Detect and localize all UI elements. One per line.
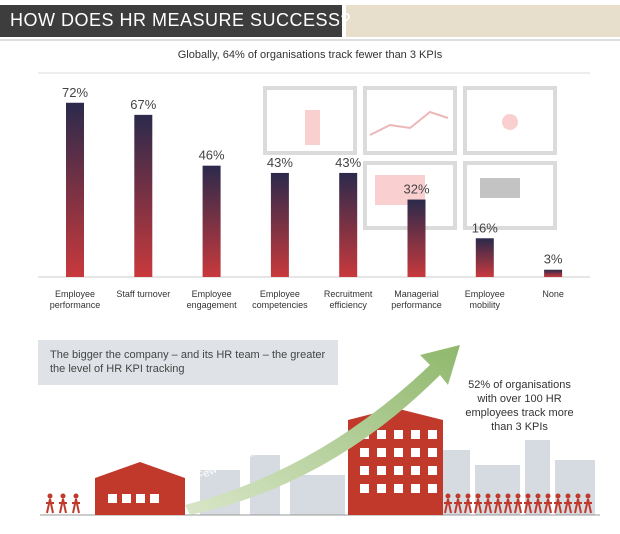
category-label: Employee mobility: [464, 289, 505, 310]
person: [475, 493, 481, 499]
growth-arrow: [185, 345, 460, 515]
stat: 52% of organisations with over 100 HR em…: [465, 379, 574, 433]
title: HOW DOES HR MEASURE SUCCESS?: [10, 10, 352, 30]
person: [544, 498, 552, 514]
person: [454, 498, 462, 514]
value-label: 67%: [130, 97, 156, 112]
person: [565, 493, 571, 499]
category-label: None: [542, 289, 564, 299]
subtitle: Globally, 64% of organisations track few…: [177, 49, 443, 61]
person: [465, 493, 471, 499]
person: [524, 498, 532, 514]
person: [545, 493, 551, 499]
people: [46, 493, 592, 514]
person: [73, 493, 79, 499]
person: [575, 493, 581, 499]
person: [564, 498, 572, 514]
person: [514, 498, 522, 514]
bar: [134, 114, 153, 277]
value-label: 43%: [335, 155, 361, 170]
person: [46, 498, 54, 514]
category-label: Employee competencies: [252, 289, 308, 310]
bar: [66, 102, 84, 277]
bar: [544, 269, 563, 277]
category-label: Managerial performance: [391, 289, 442, 310]
person: [60, 493, 66, 499]
category-label: Staff turnover: [116, 289, 171, 299]
value-label: 43%: [267, 155, 293, 170]
person: [535, 493, 541, 499]
value-label: 46%: [199, 148, 225, 163]
person: [555, 493, 561, 499]
person: [455, 493, 461, 499]
person: [515, 493, 521, 499]
person: [485, 493, 491, 499]
bar: [270, 172, 289, 277]
callout-box: [38, 340, 338, 385]
value-label: 32%: [403, 182, 429, 197]
person: [444, 498, 452, 514]
person: [525, 493, 531, 499]
bar: [475, 238, 494, 277]
category-label: Employee performance: [49, 289, 101, 310]
person: [585, 493, 591, 499]
person: [47, 493, 53, 499]
value-label: 3%: [544, 252, 563, 267]
small-building: [95, 462, 185, 515]
person: [495, 493, 501, 499]
person: [474, 498, 482, 514]
person: [484, 498, 492, 514]
person: [59, 498, 67, 514]
person: [554, 498, 562, 514]
person: [494, 498, 502, 514]
callout: The bigger the company – and its HR team…: [50, 349, 326, 375]
person: [574, 498, 582, 514]
person: [504, 498, 512, 514]
bar: [339, 172, 358, 277]
person: [534, 498, 542, 514]
person: [505, 493, 511, 499]
category-label: Recruitment efficiency: [323, 289, 373, 310]
windows: [360, 430, 437, 493]
bar: [202, 165, 221, 277]
value-label: 16%: [472, 220, 498, 235]
category-label: Employee engagement: [186, 289, 237, 310]
person: [464, 498, 472, 514]
person: [584, 498, 592, 514]
person: [72, 498, 80, 514]
person: [445, 493, 451, 499]
bar: [407, 199, 426, 277]
value-label: 72%: [62, 85, 88, 100]
title-band-right: [346, 5, 620, 37]
title-band: [0, 5, 342, 37]
